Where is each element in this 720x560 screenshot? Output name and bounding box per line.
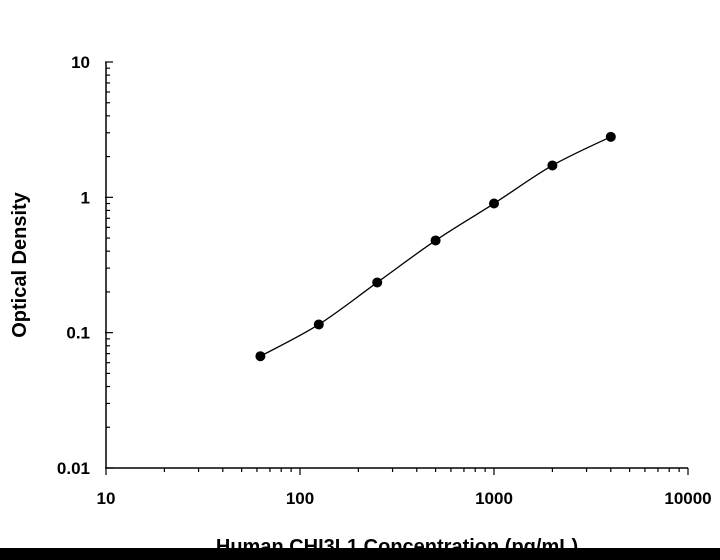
data-point xyxy=(255,351,266,362)
x-tick-label: 100 xyxy=(286,489,314,508)
data-point xyxy=(372,277,383,288)
ticks xyxy=(105,61,689,475)
data-point xyxy=(313,319,324,330)
y-tick-label: 1 xyxy=(81,188,90,207)
tick-labels: 10 100 1000 10000 10 1 0.1 0.01 xyxy=(57,53,712,508)
data-point xyxy=(430,235,441,246)
fit-curve xyxy=(260,136,612,357)
y-axis-title: Optical Density xyxy=(9,191,31,337)
x-tick-label: 10000 xyxy=(664,489,711,508)
y-tick-label: 0.01 xyxy=(57,459,90,478)
bottom-bar xyxy=(0,548,720,560)
data-point xyxy=(605,131,616,142)
y-tick-label: 10 xyxy=(71,53,90,72)
data-points xyxy=(255,131,616,362)
y-tick-label: 0.1 xyxy=(66,324,90,343)
data-point xyxy=(489,198,499,209)
x-tick-label: 1000 xyxy=(475,489,513,508)
axes xyxy=(105,62,688,469)
x-tick-label: 10 xyxy=(97,489,116,508)
data-point xyxy=(547,160,558,171)
